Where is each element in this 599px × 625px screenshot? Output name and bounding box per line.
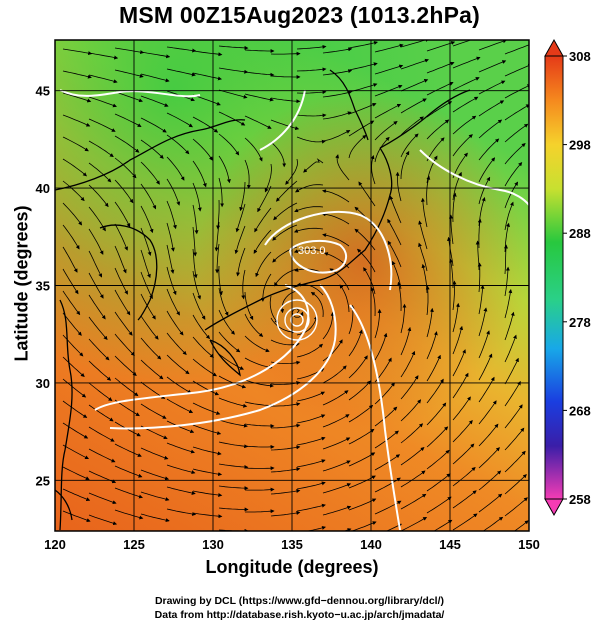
plot-frame (54, 39, 530, 532)
wind-streamlines (62, 40, 529, 531)
x-tick-label: 130 (202, 537, 224, 552)
colorbar-tick-label: 278 (569, 315, 591, 330)
credit-drawing: Drawing by DCL (https://www.gfd−dennou.o… (154, 595, 445, 607)
x-tick-label: 120 (44, 537, 66, 552)
cyclone-center (276, 299, 318, 341)
colorbar-tick-label: 268 (569, 403, 591, 418)
map-title: MSM 00Z15Aug2023 (1013.2hPa) (119, 2, 480, 28)
y-tick-label: 45 (36, 84, 50, 99)
x-tick-label: 150 (518, 537, 540, 552)
colorbar-tick-label: 308 (569, 49, 591, 64)
y-tick-label: 30 (36, 376, 50, 391)
colorbar: 308 298 288 278 268 258 (544, 38, 591, 517)
contour-label: 303.0 (298, 245, 326, 257)
y-axis-label: Latitude (degrees) (11, 205, 32, 362)
y-tick-label: 35 (36, 279, 50, 294)
coastlines (55, 69, 471, 531)
y-tick-label: 25 (36, 473, 50, 488)
colorbar-max-arrow (544, 38, 564, 57)
x-tick-label: 145 (439, 537, 461, 552)
x-axis-label: Longitude (degrees) (205, 557, 379, 577)
credit-data: Data from http://database.rish.kyoto−u.a… (154, 609, 445, 621)
x-tick-label: 125 (123, 537, 145, 552)
x-tick-label: 140 (360, 537, 382, 552)
x-tick-label: 135 (281, 537, 303, 552)
map-grid (55, 40, 529, 531)
colorbar-tick-label: 288 (569, 226, 591, 241)
colorbar-min-arrow (544, 498, 564, 517)
y-tick-label: 40 (36, 181, 50, 196)
colorbar-tick-label: 298 (569, 138, 591, 153)
temperature-contours (59, 89, 529, 531)
colorbar-tick-label: 258 (569, 492, 591, 507)
